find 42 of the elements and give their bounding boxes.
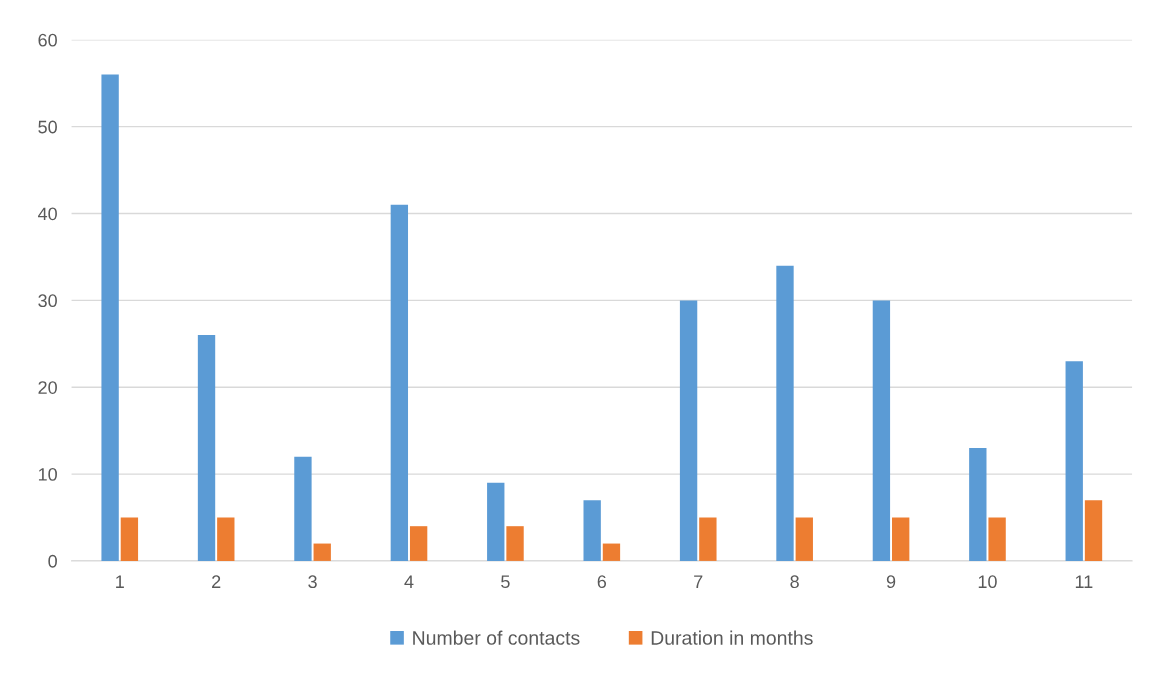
x-tick-label: 10 (978, 575, 997, 589)
x-tick-label: 7 (694, 575, 703, 588)
bar (390, 204, 409, 561)
x-tick-label: 2 (212, 575, 221, 588)
x-tick-label: 1 (116, 575, 124, 588)
bar (487, 482, 505, 561)
bar (872, 300, 891, 561)
bar (409, 526, 428, 561)
bar (506, 526, 524, 561)
x-tick-label: 3 (308, 575, 317, 589)
bar (776, 265, 794, 561)
bar (583, 500, 601, 561)
x-tick-label: 11 (1075, 575, 1093, 588)
x-tick-label: 5 (501, 575, 510, 589)
x-tick-label: 8 (790, 575, 799, 589)
bar (969, 448, 987, 561)
bar (101, 74, 119, 561)
bar (892, 517, 910, 561)
legend-label: Number of contacts (413, 630, 580, 645)
y-tick-label: 20 (38, 381, 57, 394)
bar (120, 517, 139, 561)
bar (1065, 361, 1083, 561)
y-tick-label: 50 (38, 120, 57, 134)
bar (217, 517, 235, 561)
x-tick-label: 6 (597, 575, 607, 589)
bar (699, 517, 717, 561)
y-tick-label: 60 (38, 33, 57, 47)
x-tick-label: 9 (886, 575, 896, 589)
bar (602, 543, 621, 561)
bar (679, 300, 698, 561)
legend-label: Duration in months (651, 630, 813, 645)
y-tick-label: 0 (48, 554, 57, 568)
y-tick-label: 30 (38, 294, 57, 308)
y-tick-label: 10 (38, 468, 57, 481)
y-tick-label: 40 (37, 207, 57, 221)
bar (1084, 500, 1103, 561)
x-tick-label: 4 (404, 575, 414, 588)
bar (313, 543, 331, 561)
bar (988, 517, 1006, 561)
bar (294, 456, 312, 561)
bar (795, 517, 813, 561)
bar (197, 335, 216, 561)
